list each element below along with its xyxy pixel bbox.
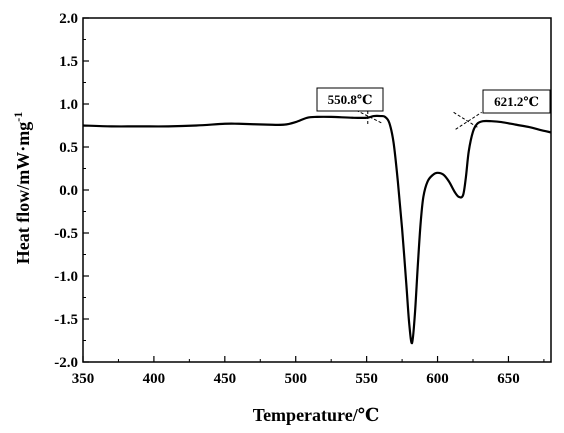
y-axis-title-main: Heat flow/mW·mg [13, 122, 33, 264]
onset-temperature-label: 550.8℃ [328, 92, 373, 107]
y-tick-label: -1.5 [54, 312, 78, 328]
x-tick-label: 400 [143, 371, 166, 387]
y-tick-label: 0.0 [59, 183, 78, 199]
x-axis-title: Temperature/℃ [253, 405, 380, 425]
onset-tangent-line [455, 111, 482, 130]
x-tick-label: 550 [355, 371, 378, 387]
onset-tangent-line [453, 111, 478, 128]
y-axis-ticks: 2.0 1.5 1.0 0.5 0.0 -0.5 -1.0 -1.5 -2.0 [54, 11, 89, 371]
y-tick-label: -2.0 [54, 355, 78, 371]
annotations: 550.8℃ 621.2℃ [316, 87, 551, 130]
x-tick-label: 600 [426, 371, 449, 387]
x-tick-label: 650 [497, 371, 520, 387]
annotation-box [316, 87, 384, 112]
x-tick-label: 450 [214, 371, 237, 387]
y-axis-title: Heat flow/mW·mg-1 [11, 112, 33, 264]
y-axis-title-superscript: -1 [11, 112, 25, 122]
x-tick-label: 350 [72, 371, 95, 387]
plot-frame [82, 17, 552, 363]
annotation-box [482, 89, 551, 114]
series-group [82, 114, 552, 345]
y-tick-label: 0.5 [59, 140, 78, 156]
y-tick-label: -0.5 [54, 226, 78, 242]
y-tick-label: -1.0 [54, 269, 78, 285]
onset-temperature-label: 621.2℃ [494, 94, 539, 109]
y-tick-label: 1.5 [59, 54, 78, 70]
y-tick-label: 1.0 [59, 97, 78, 113]
x-tick-label: 500 [284, 371, 307, 387]
x-axis-ticks: 350 400 450 500 550 600 650 [72, 356, 545, 387]
y-tick-label: 2.0 [59, 11, 78, 27]
plot-area [82, 17, 552, 363]
heat-flow-line [82, 114, 552, 345]
